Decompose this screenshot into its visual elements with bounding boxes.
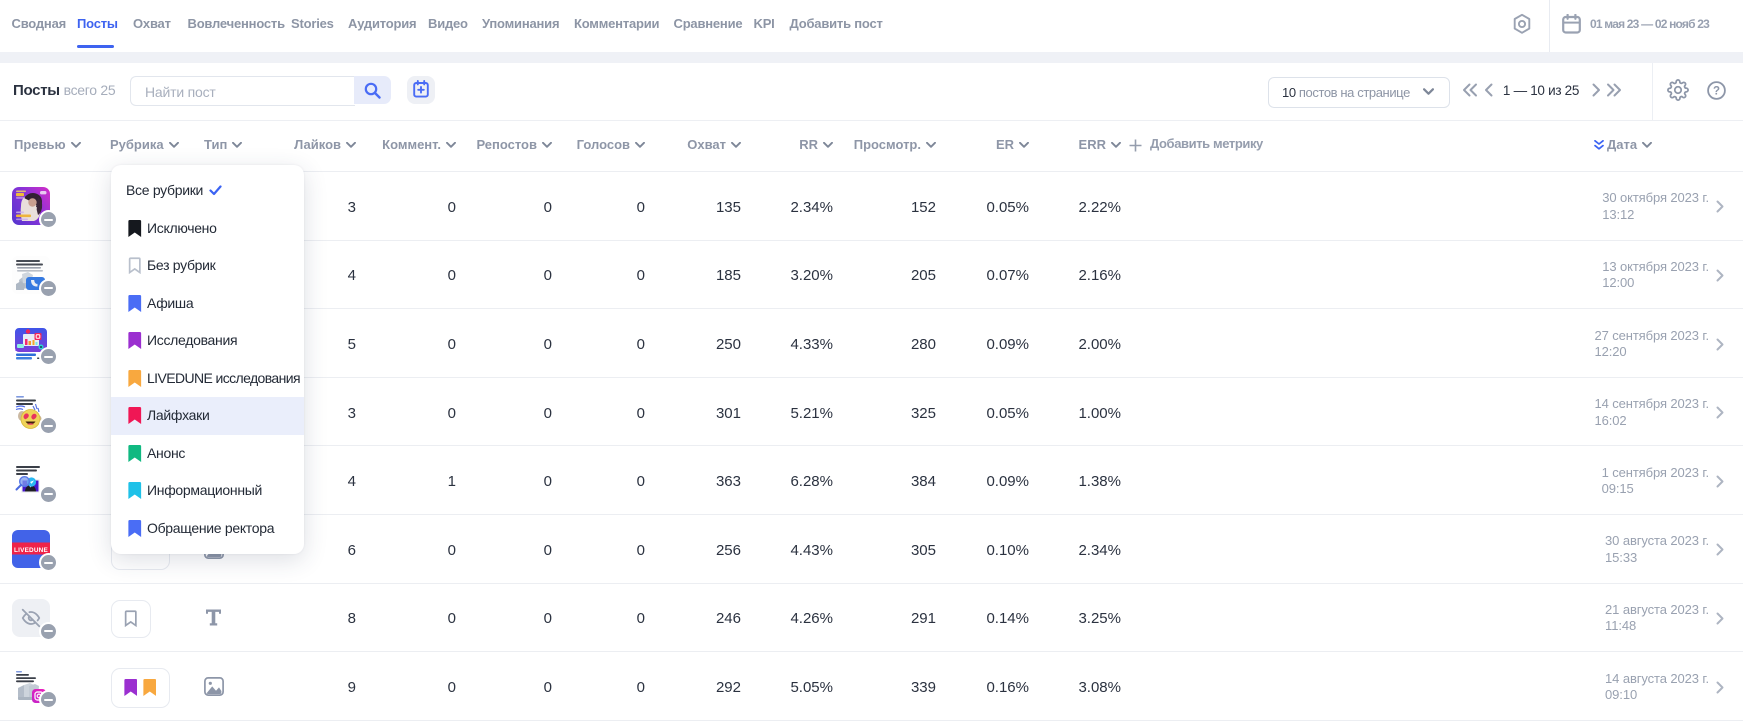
svg-text:?: ? [1713,86,1720,98]
svg-text:LIVEDUNE: LIVEDUNE [14,547,48,554]
